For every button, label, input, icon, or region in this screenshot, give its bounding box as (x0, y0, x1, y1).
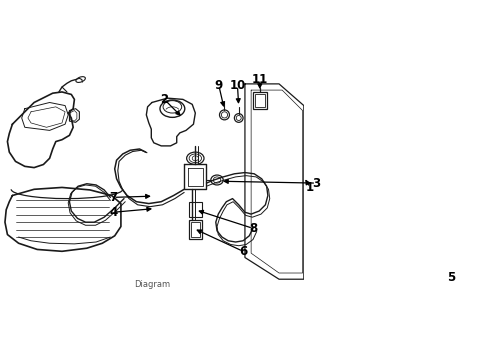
Bar (255, 94, 265, 107)
Bar (253, 92, 267, 109)
Text: 9: 9 (215, 79, 223, 92)
Text: 8: 8 (249, 222, 257, 235)
Text: 6: 6 (239, 245, 247, 258)
Text: 10: 10 (229, 79, 245, 92)
Bar (189, 220, 201, 239)
Text: 4: 4 (109, 206, 118, 219)
Bar (191, 222, 199, 237)
Text: 1: 1 (306, 181, 314, 194)
Text: Diagram: Diagram (134, 280, 170, 289)
Text: 11: 11 (252, 73, 268, 86)
Bar (446, 210, 456, 217)
Bar (189, 202, 201, 217)
Text: 3: 3 (312, 177, 320, 190)
Text: 7: 7 (109, 191, 118, 204)
Text: 5: 5 (447, 271, 456, 284)
Text: 2: 2 (160, 93, 169, 106)
